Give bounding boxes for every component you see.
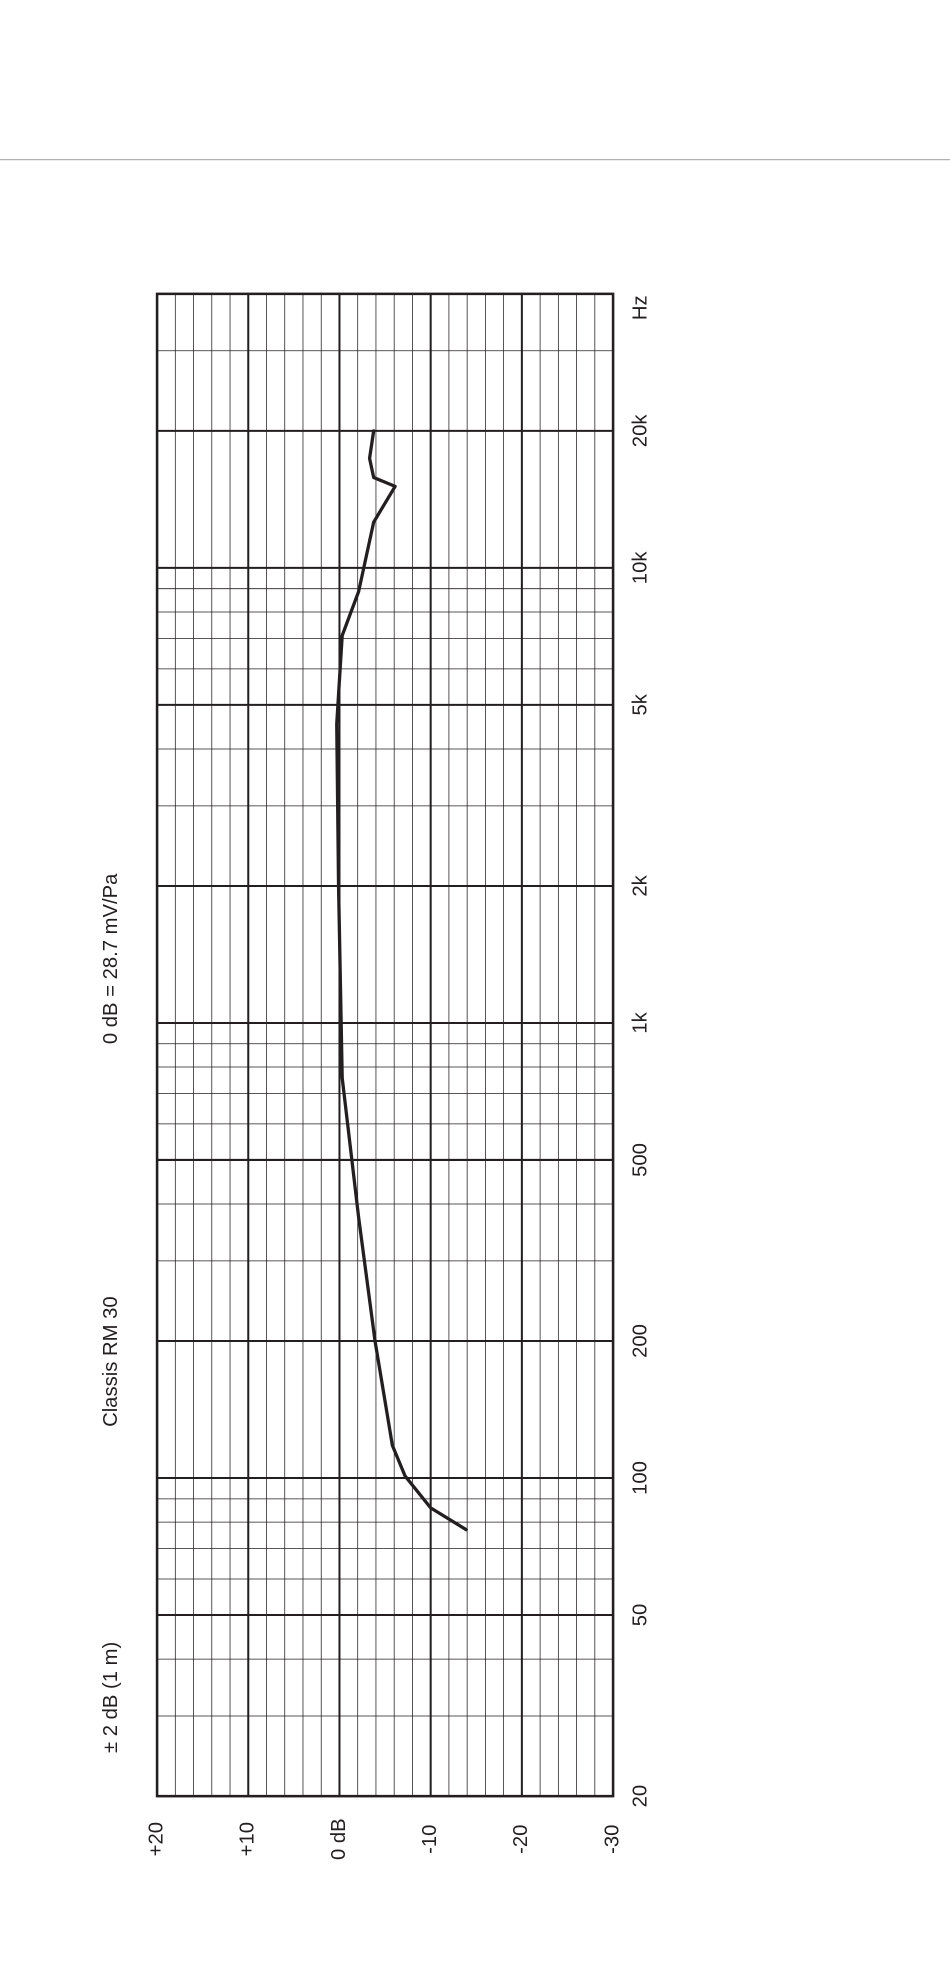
chart-body: ± 2 dB (1 m) Classis RM 30 0 dB = 28.7 m… (0, 158, 950, 1860)
chart-subtitle: 0 dB = 28.7 mV/Pa (100, 873, 122, 1044)
chart-title: Classis RM 30 (100, 1296, 122, 1427)
x-tick-label: 50 (629, 1604, 651, 1627)
x-tick-label: 1k (629, 1011, 651, 1033)
x-tick-label: 200 (629, 1324, 651, 1358)
y-tick-label: -20 (510, 1825, 532, 1854)
y-tick-label: +10 (237, 1822, 259, 1856)
x-tick-label: 20k (629, 414, 651, 448)
annotation: ± 2 dB (1 m) (100, 1642, 122, 1753)
x-tick-label: 10k (629, 551, 651, 585)
y-tick-label: -10 (419, 1825, 441, 1854)
x-axis-label: Hz (629, 295, 651, 320)
response-curve (335, 429, 468, 1532)
x-tick-label: 5k (629, 693, 651, 715)
plot-frame (155, 292, 615, 1798)
minor-grid (156, 293, 614, 1797)
y-tick-label: -30 (601, 1825, 623, 1854)
x-tick-label: 100 (629, 1461, 651, 1495)
x-tick-label: 2k (629, 874, 651, 896)
major-grid (156, 293, 615, 1798)
y-tick-label: +20 (145, 1822, 167, 1856)
y-tick-label: 0 dB (328, 1818, 350, 1860)
x-tick-label: 500 (629, 1143, 651, 1177)
x-tick-label: 20 (629, 1785, 651, 1808)
